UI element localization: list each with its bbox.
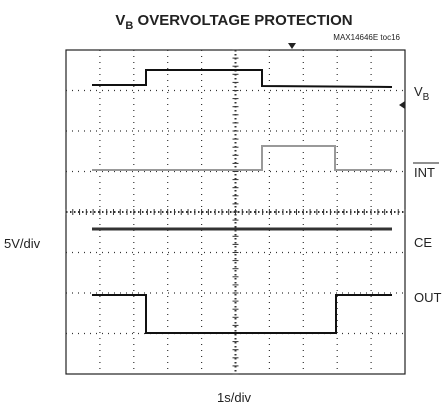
figure-note: MAX14646E toc16	[333, 33, 400, 42]
label-main: V	[414, 84, 423, 99]
title: VB OVERVOLTAGE PROTECTION	[115, 12, 352, 32]
horizontal-scale: 1s/div	[217, 390, 251, 405]
trace-int	[92, 145, 392, 171]
trace-vb	[92, 69, 393, 88]
title-rest: OVERVOLTAGE PROTECTION	[138, 12, 353, 29]
title-sub: B	[125, 20, 133, 32]
channel-label: INT	[414, 165, 435, 180]
channel-label: CE	[414, 235, 432, 250]
level-marker	[399, 101, 405, 109]
title-main: V	[115, 12, 125, 29]
trace-out	[92, 294, 392, 334]
vertical-scale: 5V/div	[4, 236, 41, 251]
channel-label: VB	[414, 84, 430, 103]
label-sub: B	[423, 92, 430, 103]
grid	[65, 49, 406, 375]
trigger-marker	[288, 43, 296, 49]
channel-label: OUT	[414, 290, 442, 305]
